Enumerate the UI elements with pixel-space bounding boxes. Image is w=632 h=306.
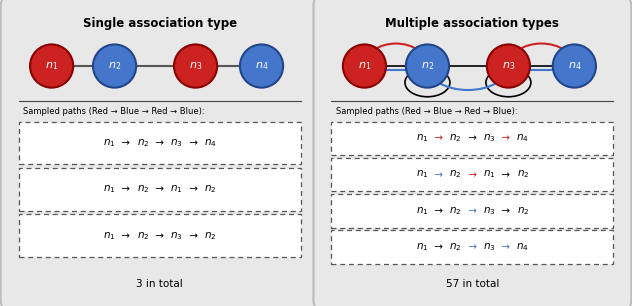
Text: $n_{3}$: $n_{3}$ xyxy=(483,241,495,253)
Text: Sampled paths (Red → Blue → Red → Blue):: Sampled paths (Red → Blue → Red → Blue): xyxy=(336,106,518,116)
Text: →: → xyxy=(465,170,480,180)
Circle shape xyxy=(487,44,530,88)
Text: →: → xyxy=(152,184,167,194)
Text: $n_{2}$: $n_{2}$ xyxy=(449,241,462,253)
Text: $n_3$: $n_3$ xyxy=(189,60,202,72)
Text: $n_{4}$: $n_{4}$ xyxy=(516,132,529,144)
Text: →: → xyxy=(186,231,201,241)
Text: $n_{1}$: $n_{1}$ xyxy=(103,137,116,149)
Text: →: → xyxy=(499,242,514,252)
Text: $n_{1}$: $n_{1}$ xyxy=(416,169,428,181)
Text: Sampled paths (Red → Blue → Red → Blue):: Sampled paths (Red → Blue → Red → Blue): xyxy=(23,106,205,116)
Text: $n_{2}$: $n_{2}$ xyxy=(449,132,462,144)
Text: $n_{1}$: $n_{1}$ xyxy=(483,169,495,181)
Text: $n_{3}$: $n_{3}$ xyxy=(483,205,495,217)
Text: →: → xyxy=(186,184,201,194)
Circle shape xyxy=(343,44,386,88)
Text: $n_{3}$: $n_{3}$ xyxy=(170,230,183,241)
Text: $n_2$: $n_2$ xyxy=(108,60,121,72)
Text: $n_{1}$: $n_{1}$ xyxy=(416,241,428,253)
Text: 57 in total: 57 in total xyxy=(446,279,499,289)
Text: $n_{1}$: $n_{1}$ xyxy=(103,183,116,195)
FancyBboxPatch shape xyxy=(1,0,319,306)
Text: →: → xyxy=(499,206,514,216)
Text: $n_{1}$: $n_{1}$ xyxy=(416,205,428,217)
Circle shape xyxy=(406,44,449,88)
Text: $n_{4}$: $n_{4}$ xyxy=(516,241,529,253)
Text: $n_{2}$: $n_{2}$ xyxy=(516,169,529,181)
Text: →: → xyxy=(152,231,167,241)
FancyBboxPatch shape xyxy=(313,0,631,306)
Text: →: → xyxy=(431,170,446,180)
FancyBboxPatch shape xyxy=(18,168,301,211)
Text: $n_4$: $n_4$ xyxy=(568,60,581,72)
Text: →: → xyxy=(118,231,133,241)
FancyBboxPatch shape xyxy=(18,214,301,257)
Text: →: → xyxy=(186,138,201,148)
Text: $n_{2}$: $n_{2}$ xyxy=(516,205,529,217)
Text: →: → xyxy=(465,242,480,252)
FancyBboxPatch shape xyxy=(331,230,614,264)
Text: →: → xyxy=(431,133,446,143)
Text: 3 in total: 3 in total xyxy=(137,279,183,289)
Text: $n_{2}$: $n_{2}$ xyxy=(204,230,216,241)
Text: →: → xyxy=(465,206,480,216)
Text: →: → xyxy=(118,184,133,194)
Text: $n_{4}$: $n_{4}$ xyxy=(204,137,216,149)
Text: →: → xyxy=(499,170,514,180)
Text: $n_{2}$: $n_{2}$ xyxy=(137,230,149,241)
Text: →: → xyxy=(499,133,514,143)
Text: $n_{1}$: $n_{1}$ xyxy=(103,230,116,241)
FancyBboxPatch shape xyxy=(331,194,614,228)
Text: $n_{3}$: $n_{3}$ xyxy=(170,137,183,149)
FancyBboxPatch shape xyxy=(331,121,614,155)
Text: →: → xyxy=(431,242,446,252)
Circle shape xyxy=(93,44,136,88)
Text: $n_{2}$: $n_{2}$ xyxy=(137,137,149,149)
Circle shape xyxy=(240,44,283,88)
Text: Single association type: Single association type xyxy=(83,17,236,30)
Text: $n_1$: $n_1$ xyxy=(45,60,58,72)
Text: $n_1$: $n_1$ xyxy=(358,60,371,72)
Text: $n_{3}$: $n_{3}$ xyxy=(483,132,495,144)
Text: $n_{2}$: $n_{2}$ xyxy=(204,183,216,195)
Text: →: → xyxy=(152,138,167,148)
Text: $n_2$: $n_2$ xyxy=(421,60,434,72)
Text: $n_4$: $n_4$ xyxy=(255,60,269,72)
Text: $n_{1}$: $n_{1}$ xyxy=(416,132,428,144)
FancyBboxPatch shape xyxy=(18,121,301,164)
Text: $n_{2}$: $n_{2}$ xyxy=(137,183,149,195)
Text: →: → xyxy=(465,133,480,143)
Circle shape xyxy=(174,44,217,88)
Text: $n_{2}$: $n_{2}$ xyxy=(449,169,462,181)
Text: Multiple association types: Multiple association types xyxy=(386,17,559,30)
Text: →: → xyxy=(118,138,133,148)
Text: $n_{1}$: $n_{1}$ xyxy=(170,183,183,195)
Text: $n_3$: $n_3$ xyxy=(502,60,515,72)
FancyBboxPatch shape xyxy=(331,158,614,191)
Circle shape xyxy=(553,44,596,88)
Text: $n_{2}$: $n_{2}$ xyxy=(449,205,462,217)
Circle shape xyxy=(30,44,73,88)
Text: →: → xyxy=(431,206,446,216)
